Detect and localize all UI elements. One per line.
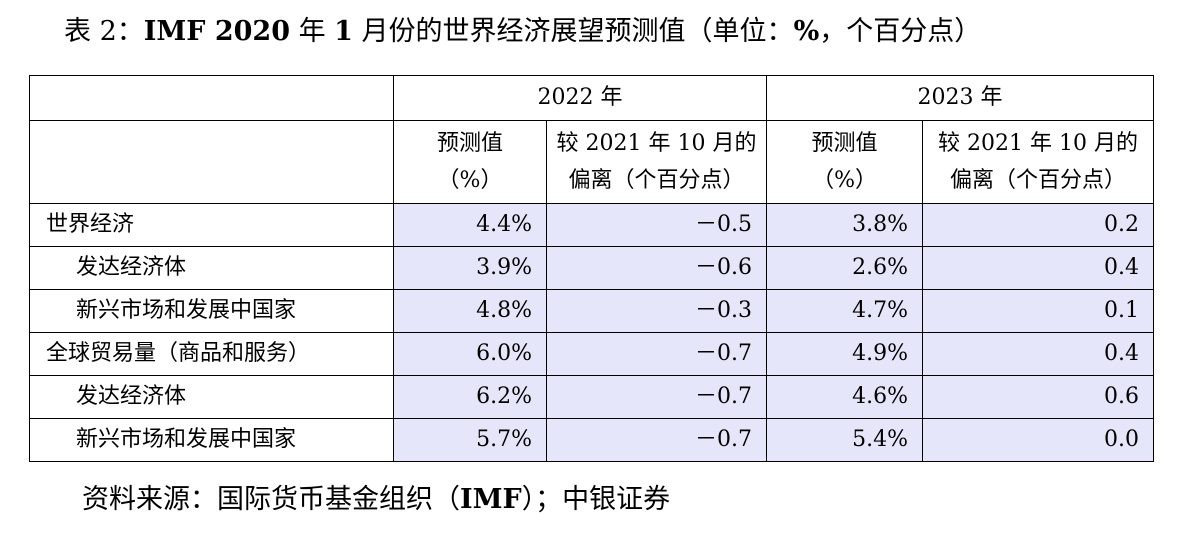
value-cell: －0.7 <box>545 418 768 462</box>
row-label: 全球贸易量（商品和服务） <box>29 332 394 376</box>
sub-header-empty-cell <box>29 120 394 204</box>
value-cell: 4.8% <box>393 289 547 333</box>
sub-header-line2: 偏离（个百分点） <box>950 168 1127 193</box>
source-note: 资料来源：国际货币基金组织（IMF）；中银证券 <box>82 480 670 520</box>
sub-header-forecast-2023: 预测值 （%） <box>766 120 924 204</box>
title-prefix: 表 2： <box>64 16 144 47</box>
value-cell: 6.2% <box>393 375 547 419</box>
value-cell: 5.4% <box>766 418 924 462</box>
value-cell: 6.0% <box>393 332 547 376</box>
forecast-table: 2022 年 2023 年 预测值 （%） 较 2021 年 10 月的 偏离（个百… <box>29 75 1155 462</box>
table-row: 全球贸易量（商品和服务） 6.0% －0.7 4.9% 0.4 <box>29 332 1155 376</box>
year-header-2023: 2023 年 <box>766 75 1155 121</box>
value-cell: －0.6 <box>545 246 768 290</box>
title-percent: % <box>793 16 820 47</box>
table-row: 世界经济 4.4% －0.5 3.8% 0.2 <box>29 203 1155 247</box>
sub-header-line2: 偏离（个百分点） <box>568 168 745 193</box>
sub-header-line1: 预测值 <box>811 131 878 156</box>
value-cell: 0.1 <box>922 289 1155 333</box>
source-prefix: 资料来源：国际货币基金组织（ <box>82 484 460 515</box>
table-row: 发达经济体 3.9% －0.6 2.6% 0.4 <box>29 246 1155 290</box>
year-header-2022: 2022 年 <box>392 75 768 121</box>
source-suffix: ）；中银证券 <box>521 484 671 515</box>
value-cell: 0.0 <box>922 418 1155 462</box>
title-middle-2: 月份的世界经济展望预测值（单位： <box>352 16 794 47</box>
sub-header-line1: 较 2021 年 10 月的 <box>556 131 757 156</box>
value-cell: 4.9% <box>766 332 924 376</box>
value-cell: －0.3 <box>545 289 768 333</box>
value-cell: 4.4% <box>393 203 547 247</box>
year-header-row: 2022 年 2023 年 <box>29 75 1155 121</box>
title-month: 1 <box>334 16 353 47</box>
row-label: 世界经济 <box>29 203 394 247</box>
header-empty-cell <box>29 75 394 121</box>
sub-header-deviation-2022: 较 2021 年 10 月的 偏离（个百分点） <box>545 120 768 204</box>
value-cell: 2.6% <box>766 246 924 290</box>
row-label: 新兴市场和发展中国家 <box>29 289 394 333</box>
value-cell: －0.5 <box>545 203 768 247</box>
table-title: 表 2：IMF 2020 年 1 月份的世界经济展望预测值（单位：%，个百分点） <box>64 12 981 52</box>
table-row: 新兴市场和发展中国家 4.8% －0.3 4.7% 0.1 <box>29 289 1155 333</box>
value-cell: 3.8% <box>766 203 924 247</box>
value-cell: 5.7% <box>393 418 547 462</box>
value-cell: －0.7 <box>545 332 768 376</box>
sub-header-deviation-2023: 较 2021 年 10 月的 偏离（个百分点） <box>922 120 1155 204</box>
row-label: 发达经济体 <box>29 246 394 290</box>
title-middle-1: 年 <box>290 16 335 47</box>
value-cell: 3.9% <box>393 246 547 290</box>
value-cell: －0.7 <box>545 375 768 419</box>
sub-header-forecast-2022: 预测值 （%） <box>393 120 547 204</box>
value-cell: 0.4 <box>922 332 1155 376</box>
value-cell: 4.7% <box>766 289 924 333</box>
sub-header-line2: （%） <box>437 168 503 193</box>
title-imf-year: IMF 2020 <box>143 16 290 47</box>
sub-header-line1: 较 2021 年 10 月的 <box>938 131 1138 156</box>
source-imf: IMF <box>460 484 522 515</box>
value-cell: 0.6 <box>922 375 1155 419</box>
row-label: 发达经济体 <box>29 375 394 419</box>
value-cell: 0.2 <box>922 203 1155 247</box>
title-suffix: ，个百分点） <box>819 16 982 47</box>
row-label: 新兴市场和发展中国家 <box>29 418 394 462</box>
sub-header-row: 预测值 （%） 较 2021 年 10 月的 偏离（个百分点） 预测值 （%） 较 2… <box>29 120 1155 204</box>
value-cell: 0.4 <box>922 246 1155 290</box>
table-row: 新兴市场和发展中国家 5.7% －0.7 5.4% 0.0 <box>29 418 1155 462</box>
value-cell: 4.6% <box>766 375 924 419</box>
sub-header-line2: （%） <box>812 168 877 193</box>
sub-header-line1: 预测值 <box>436 131 503 156</box>
table-row: 发达经济体 6.2% －0.7 4.6% 0.6 <box>29 375 1155 419</box>
